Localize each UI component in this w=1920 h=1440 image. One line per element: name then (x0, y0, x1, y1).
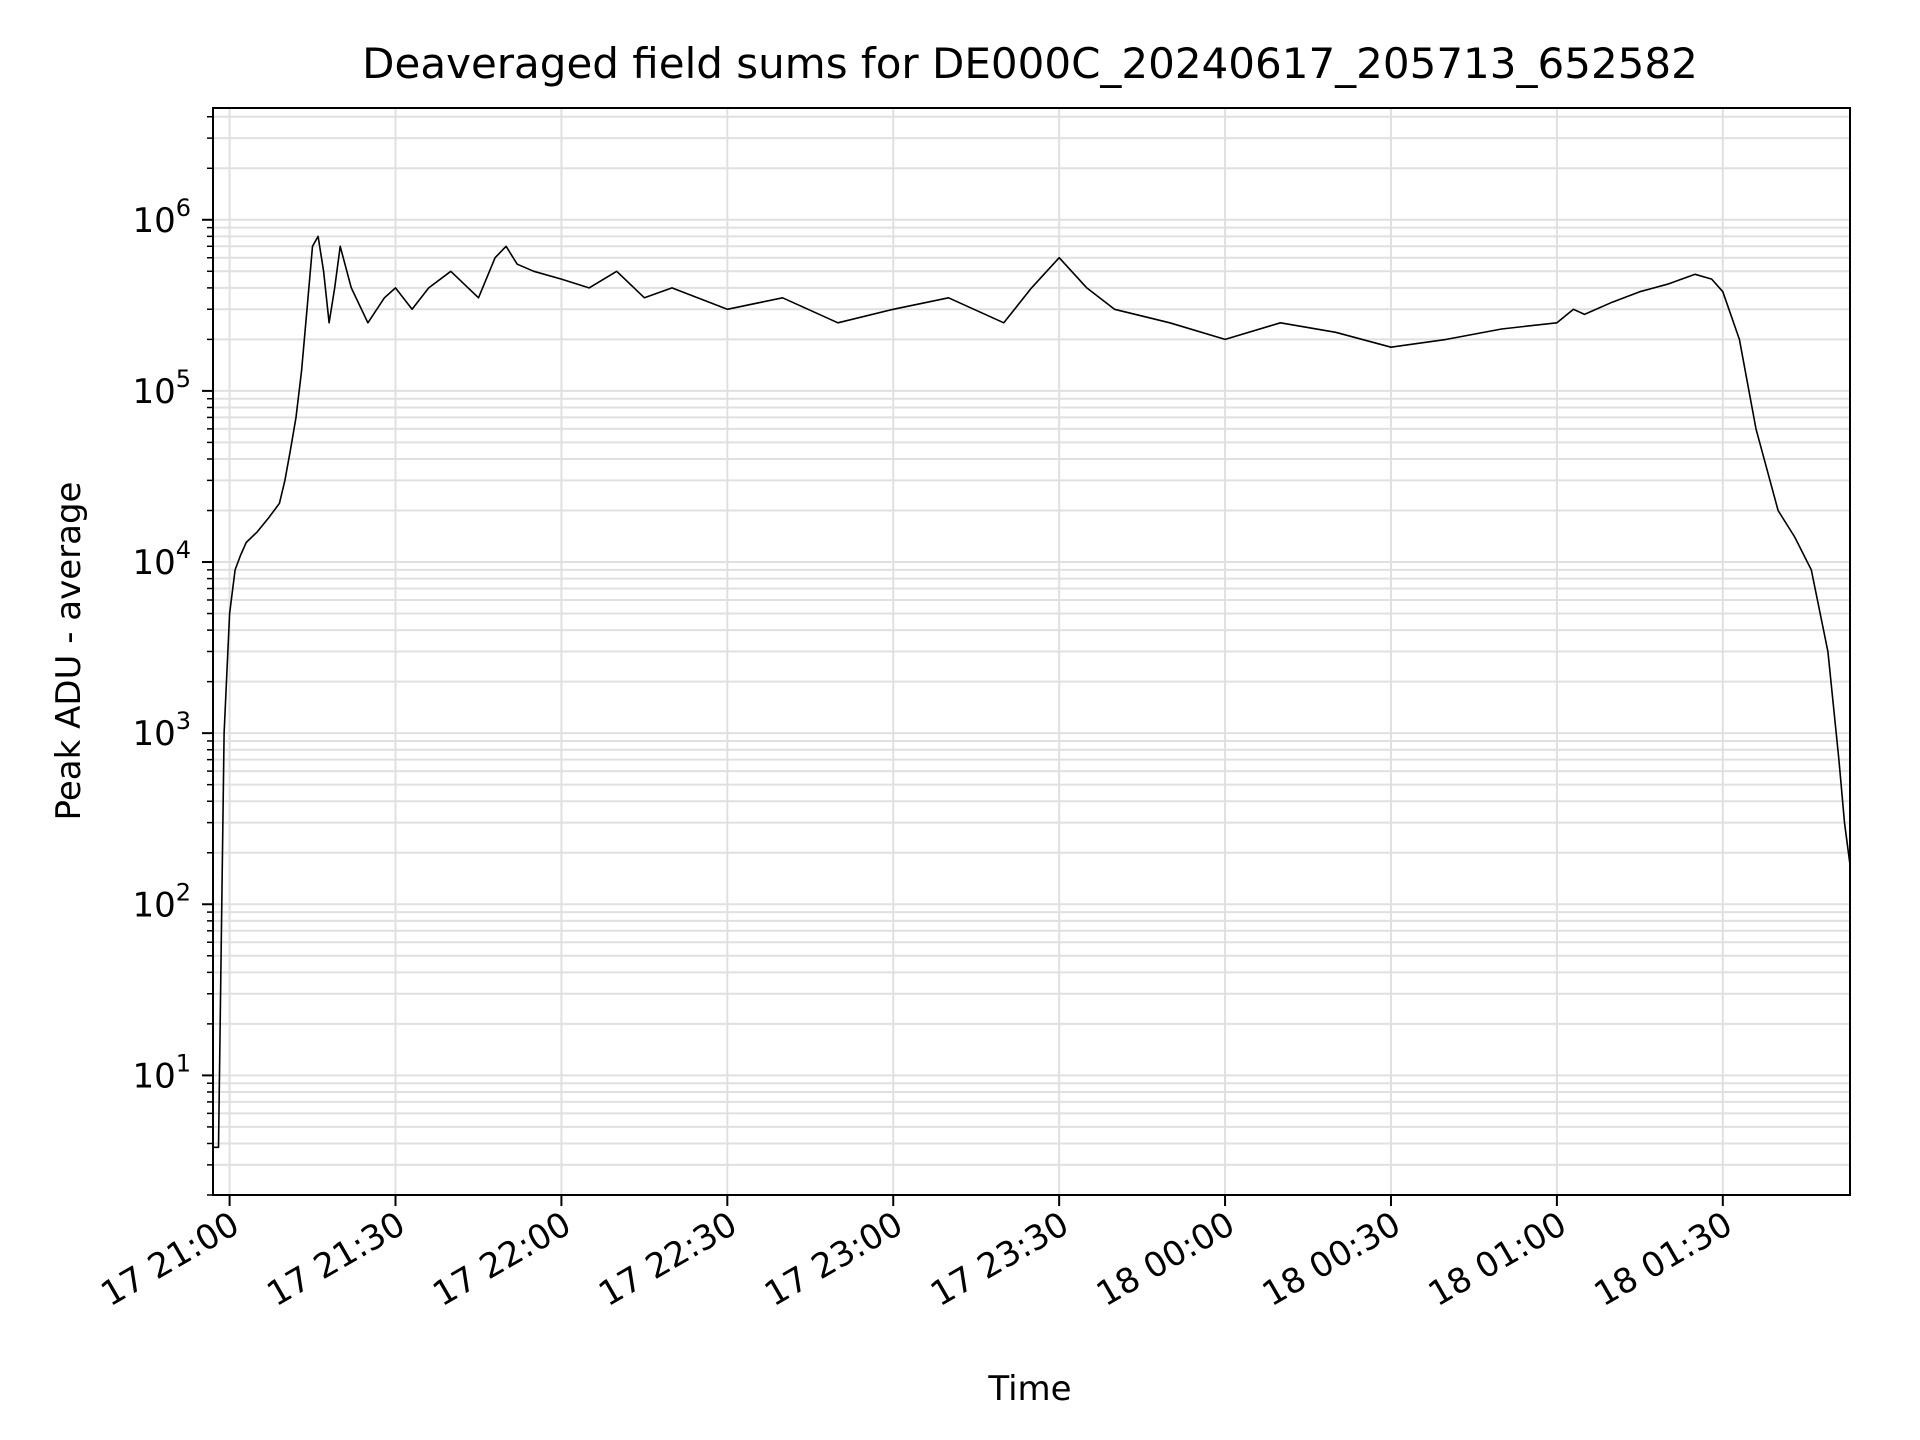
y-tick-label: 102 (132, 878, 191, 925)
y-axis: 101 102 103 104 105 106 (132, 116, 213, 1196)
y-tick-label: 105 (132, 365, 191, 412)
y-tick-label: 101 (132, 1049, 191, 1096)
y-tick-label: 104 (132, 536, 191, 583)
series-line (213, 235, 1851, 1149)
x-axis-label: Time (987, 1369, 1071, 1409)
grid (213, 108, 1850, 1196)
chart-title: Deaveraged field sums for DE000C_2024061… (362, 39, 1698, 88)
y-tick-label: 103 (132, 707, 191, 754)
y-axis-label: Peak ADU - average (49, 482, 89, 821)
y-tick-label: 106 (132, 194, 191, 241)
